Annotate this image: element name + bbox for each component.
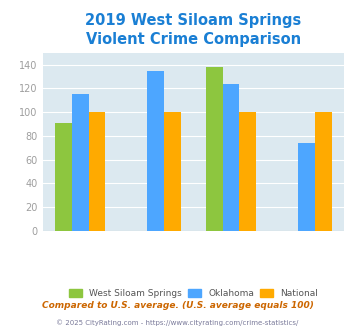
Text: Compared to U.S. average. (U.S. average equals 100): Compared to U.S. average. (U.S. average … — [42, 301, 313, 310]
Text: © 2025 CityRating.com - https://www.cityrating.com/crime-statistics/: © 2025 CityRating.com - https://www.city… — [56, 319, 299, 326]
Bar — [55, 123, 72, 231]
Bar — [223, 84, 240, 231]
Bar — [72, 94, 89, 231]
Bar — [240, 112, 256, 231]
Title: 2019 West Siloam Springs
Violent Crime Comparison: 2019 West Siloam Springs Violent Crime C… — [85, 13, 302, 48]
Bar — [298, 143, 315, 231]
Legend: West Siloam Springs, Oklahoma, National: West Siloam Springs, Oklahoma, National — [65, 285, 322, 302]
Bar — [206, 67, 223, 231]
Bar — [164, 112, 181, 231]
Bar — [315, 112, 332, 231]
Bar — [147, 71, 164, 231]
Bar — [89, 112, 105, 231]
